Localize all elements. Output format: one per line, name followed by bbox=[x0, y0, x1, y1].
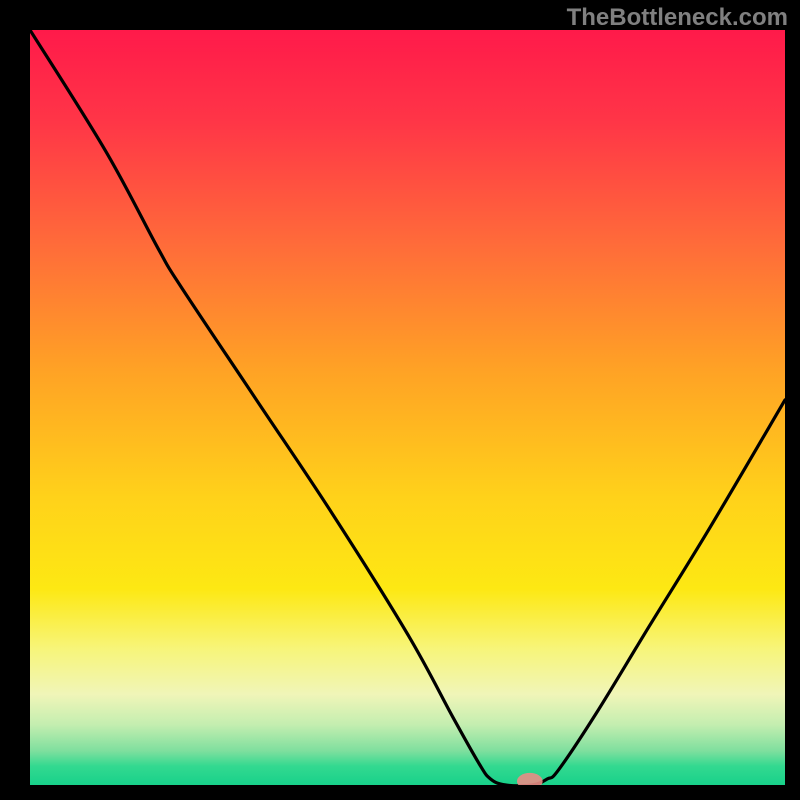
bottleneck-curve-chart bbox=[30, 30, 785, 785]
chart-plot-area bbox=[30, 30, 785, 785]
watermark-text: TheBottleneck.com bbox=[567, 4, 788, 32]
gradient-background bbox=[30, 30, 785, 785]
